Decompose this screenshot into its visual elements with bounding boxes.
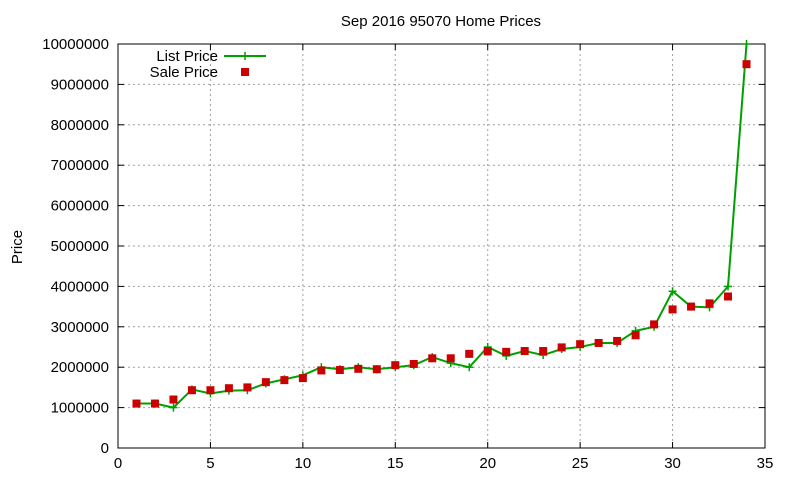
tick-label-layer: 0 5 10 15 20 25 30 35 0 1000000 2000000 3000000 4000…	[42, 36, 773, 472]
x-tick-label: 10	[295, 455, 312, 472]
y-tick-label: 7000000	[51, 157, 109, 174]
x-tick-label: 20	[479, 455, 496, 472]
y-tick-label: 5000000	[51, 238, 109, 255]
sale-price-point	[742, 60, 751, 69]
series-layer	[132, 40, 751, 412]
sale-price-point	[483, 347, 492, 356]
sale-price-point	[613, 336, 622, 345]
sale-price-point	[298, 374, 307, 383]
y-tick-label: 6000000	[51, 198, 109, 215]
sale-price-point	[557, 343, 566, 352]
y-tick-label: 9000000	[51, 76, 109, 93]
sale-price-point	[428, 354, 437, 363]
y-axis-title: Price	[9, 230, 26, 264]
legend-swatch-sale-price	[241, 68, 249, 76]
sale-price-point	[354, 364, 363, 373]
sale-price-point	[372, 365, 381, 374]
sale-price-point	[502, 347, 511, 356]
x-tick-label: 5	[206, 455, 214, 472]
sale-price-point	[224, 384, 233, 393]
y-tick-label: 8000000	[51, 117, 109, 134]
sale-price-point	[243, 383, 252, 392]
sale-price-point	[668, 305, 677, 314]
x-tick-label: 0	[114, 455, 122, 472]
sale-price-point	[409, 359, 418, 368]
list-price-point	[169, 403, 178, 412]
legend-label-sale-price: Sale Price	[150, 64, 218, 81]
sale-price-point	[446, 354, 455, 363]
plot-frame	[117, 43, 766, 449]
sale-price-point	[687, 302, 696, 311]
sale-price-point	[280, 376, 289, 385]
sale-price-point	[317, 366, 326, 375]
list-price-point	[742, 40, 751, 48]
legend-label-list-price: List Price	[156, 48, 218, 65]
tick-layer	[117, 43, 766, 449]
sale-price-point	[150, 399, 159, 408]
sale-price-point	[206, 386, 215, 395]
x-tick-label: 30	[664, 455, 681, 472]
sale-price-point	[520, 347, 529, 356]
y-tick-label: 4000000	[51, 278, 109, 295]
list-price-point	[668, 287, 677, 296]
chart-title: Sep 2016 95070 Home Prices	[341, 13, 541, 30]
list-price-point	[724, 282, 733, 291]
sale-price-point	[650, 320, 659, 329]
sale-price-point	[705, 299, 714, 308]
sale-price-point	[465, 349, 474, 358]
legend-marker-list-price	[241, 52, 249, 60]
sale-price-point	[335, 366, 344, 375]
y-tick-label: 1000000	[51, 400, 109, 417]
sale-price-point	[631, 331, 640, 340]
sale-price-point	[132, 399, 141, 408]
y-tick-label: 0	[101, 440, 109, 457]
sale-price-point	[576, 340, 585, 349]
x-tick-label: 15	[387, 455, 404, 472]
y-tick-label: 2000000	[51, 359, 109, 376]
sale-price-point	[187, 386, 196, 395]
y-tick-label: 10000000	[42, 36, 109, 53]
y-tick-label: 3000000	[51, 319, 109, 336]
grid-layer	[118, 44, 765, 448]
x-tick-label: 25	[572, 455, 589, 472]
sale-price-point	[169, 395, 178, 404]
sale-price-point	[261, 378, 270, 387]
list-price-point	[465, 363, 474, 372]
sale-price-point	[724, 292, 733, 301]
sale-price-point	[391, 361, 400, 370]
list-price-line	[136, 43, 748, 409]
x-tick-label: 35	[757, 455, 774, 472]
sale-price-point	[594, 338, 603, 347]
sale-price-point	[539, 347, 548, 356]
